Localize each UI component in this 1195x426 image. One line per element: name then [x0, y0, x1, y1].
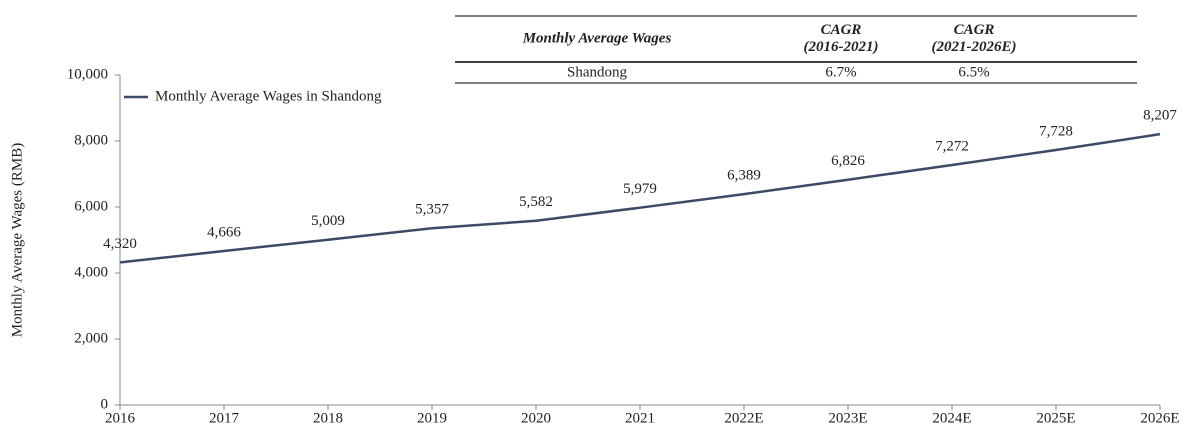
y-tick-label: 6,000: [74, 198, 108, 214]
data-label: 8,207: [1143, 108, 1177, 124]
table-header: CAGR: [821, 22, 862, 38]
legend-label: Monthly Average Wages in Shandong: [155, 88, 382, 104]
x-tick-label: 2019: [417, 410, 447, 426]
x-tick-label: 2025E: [1036, 410, 1075, 426]
data-label: 6,389: [727, 168, 761, 184]
y-tick-label: 4,000: [74, 264, 108, 280]
x-tick-label: 2023E: [828, 410, 867, 426]
data-label: 7,728: [1039, 123, 1073, 139]
x-tick-label: 2018: [313, 410, 343, 426]
line: [119, 132, 1161, 264]
y-tick-label: 8,000: [74, 132, 108, 148]
y-axis-label: Monthly Average Wages (RMB): [9, 143, 25, 337]
data-label: 5,009: [311, 213, 345, 229]
data-label: 4,666: [207, 224, 241, 240]
data-label: 4,320: [103, 236, 137, 252]
x-tick-label: 2020: [521, 410, 551, 426]
table-header: CAGR: [954, 22, 995, 38]
data-label: 6,826: [831, 153, 865, 169]
x-tick-label: 2026E: [1140, 410, 1179, 426]
data-label: 5,582: [519, 194, 553, 210]
data-label: 5,979: [623, 181, 657, 197]
data-label: 7,272: [935, 138, 969, 154]
y-tick-label: 0: [101, 396, 109, 412]
table-cell: Shandong: [567, 64, 628, 80]
table-cell: 6.5%: [958, 64, 989, 80]
table-header: Monthly Average Wages: [522, 30, 672, 46]
x-tick-label: 2024E: [932, 410, 971, 426]
table-cell: 6.7%: [825, 64, 856, 80]
table-header: (2021-2026E): [932, 39, 1017, 55]
table-header: (2016-2021): [804, 39, 879, 55]
x-tick-label: 2016: [105, 410, 136, 426]
x-tick-label: 2017: [209, 410, 240, 426]
x-tick-label: 2022E: [724, 410, 763, 426]
x-tick-label: 2021: [625, 410, 655, 426]
y-tick-label: 10,000: [67, 66, 108, 82]
data-label: 5,357: [415, 202, 449, 218]
y-tick-label: 2,000: [74, 330, 108, 346]
